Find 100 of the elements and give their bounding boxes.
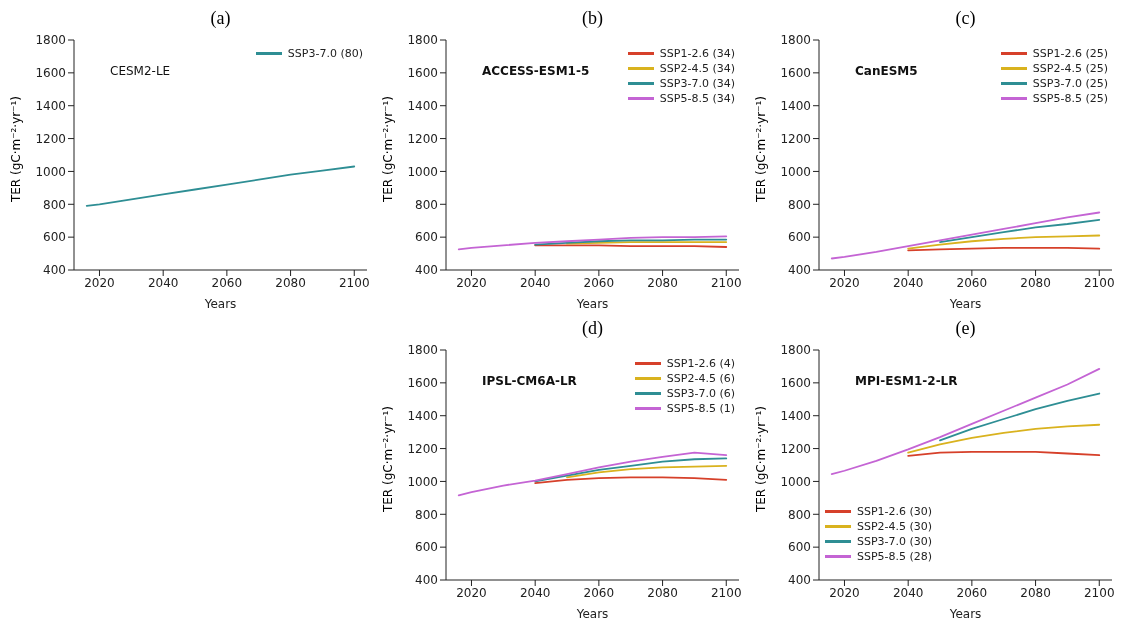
y-tick-label: 1400 [407, 98, 438, 113]
legend-label: SSP2-4.5 (25) [1032, 61, 1108, 76]
x-tick-label: 2060 [211, 275, 243, 290]
y-axis-title: TER (gC·m⁻²·yr⁻¹) [9, 95, 23, 203]
x-tick-label: 2060 [583, 275, 615, 290]
chart-title: (e) [954, 318, 977, 339]
y-tick-label: 1200 [35, 131, 66, 146]
y-tick-label: 400 [415, 263, 438, 278]
y-tick-label: 800 [788, 507, 811, 522]
legend-label: SSP5-8.5 (28) [857, 549, 933, 564]
chart-title: (c) [954, 8, 977, 29]
legend-label: SSP3-7.0 (25) [1032, 76, 1108, 91]
legend-label: SSP1-2.6 (25) [1032, 46, 1108, 61]
line-series [457, 451, 728, 497]
legend-label: SSP1-2.6 (34) [659, 46, 735, 61]
x-tick-label: 2060 [583, 585, 615, 600]
x-tick-label: 2020 [84, 275, 115, 290]
line-series [85, 165, 356, 207]
x-tick-label: 2060 [956, 585, 988, 600]
line-series [939, 392, 1101, 442]
y-tick-label: 1400 [35, 98, 66, 113]
y-tick-label: 1800 [35, 33, 66, 48]
y-tick-label: 800 [415, 507, 438, 522]
x-axis-title: Years [948, 297, 982, 311]
y-tick-label: 1800 [780, 33, 811, 48]
y-tick-label: 1400 [780, 98, 811, 113]
y-tick-label: 1600 [407, 66, 438, 81]
y-axis-title: TER (gC·m⁻²·yr⁻¹) [381, 405, 395, 513]
y-tick-label: 1600 [35, 66, 66, 81]
y-tick-label: 1800 [407, 33, 438, 48]
annotation: IPSL-CM6A-LR [482, 374, 577, 388]
x-tick-label: 2100 [710, 585, 742, 600]
y-tick-label: 1000 [407, 474, 438, 489]
line-series [566, 464, 728, 479]
x-axis-title: Years [575, 607, 609, 621]
legend-label: SSP2-4.5 (30) [857, 519, 933, 534]
y-tick-label: 1400 [780, 408, 811, 423]
line-series [830, 211, 1101, 260]
line-series [830, 367, 1101, 475]
legend-label: SSP5-8.5 (34) [659, 91, 735, 106]
legend-label: SSP3-7.0 (30) [857, 534, 933, 549]
x-tick-label: 2100 [1083, 585, 1115, 600]
legend-label: SSP5-8.5 (25) [1032, 91, 1108, 106]
legend-label: SSP3-7.0 (80) [287, 46, 363, 61]
line-series [457, 235, 728, 251]
legend-label: SSP3-7.0 (6) [666, 386, 735, 401]
y-tick-label: 1200 [780, 441, 811, 456]
x-tick-label: 2040 [147, 275, 179, 290]
y-tick-label: 600 [415, 540, 438, 555]
x-axis-title: Years [203, 297, 237, 311]
x-tick-label: 2040 [892, 585, 924, 600]
y-tick-label: 400 [43, 263, 66, 278]
y-tick-label: 1200 [407, 131, 438, 146]
x-tick-label: 2020 [829, 275, 860, 290]
x-tick-label: 2020 [456, 585, 487, 600]
line-series [939, 218, 1101, 243]
x-tick-label: 2040 [519, 585, 551, 600]
y-tick-label: 600 [415, 230, 438, 245]
y-tick-label: 1600 [780, 376, 811, 391]
x-tick-label: 2100 [338, 275, 370, 290]
x-tick-label: 2020 [456, 275, 487, 290]
chart-title: (b) [581, 8, 604, 29]
y-tick-label: 600 [43, 230, 66, 245]
annotation: CanESM5 [855, 64, 918, 78]
y-tick-label: 1800 [407, 343, 438, 358]
x-tick-label: 2080 [275, 275, 306, 290]
x-tick-label: 2040 [892, 275, 924, 290]
chart-title: (a) [209, 8, 232, 29]
y-tick-label: 1400 [407, 408, 438, 423]
y-tick-label: 1200 [407, 441, 438, 456]
chart-title: (d) [581, 318, 604, 339]
legend-label: SSP1-2.6 (4) [666, 356, 735, 371]
y-tick-label: 800 [788, 197, 811, 212]
y-tick-label: 1000 [780, 164, 811, 179]
y-tick-label: 1000 [35, 164, 66, 179]
y-tick-label: 400 [415, 573, 438, 588]
legend-label: SSP1-2.6 (30) [857, 504, 933, 519]
x-axis-title: Years [575, 297, 609, 311]
y-tick-label: 1600 [780, 66, 811, 81]
y-tick-label: 1800 [780, 343, 811, 358]
x-tick-label: 2080 [1020, 585, 1051, 600]
x-tick-label: 2020 [829, 585, 860, 600]
line-series [907, 234, 1101, 250]
x-tick-label: 2080 [647, 585, 678, 600]
y-tick-label: 800 [43, 197, 66, 212]
line-series [907, 423, 1101, 454]
y-tick-label: 800 [415, 197, 438, 212]
y-tick-label: 600 [788, 230, 811, 245]
annotation: CESM2-LE [110, 64, 171, 78]
annotation: MPI-ESM1-2-LR [855, 374, 958, 388]
y-tick-label: 600 [788, 540, 811, 555]
y-tick-label: 400 [788, 573, 811, 588]
legend-label: SSP5-8.5 (1) [666, 401, 735, 416]
line-series [534, 457, 728, 483]
annotation: ACCESS-ESM1-5 [482, 64, 590, 78]
legend-label: SSP2-4.5 (6) [666, 371, 735, 386]
x-tick-label: 2060 [956, 275, 988, 290]
x-tick-label: 2080 [1020, 275, 1051, 290]
x-tick-label: 2100 [710, 275, 742, 290]
legend-label: SSP2-4.5 (34) [659, 61, 735, 76]
